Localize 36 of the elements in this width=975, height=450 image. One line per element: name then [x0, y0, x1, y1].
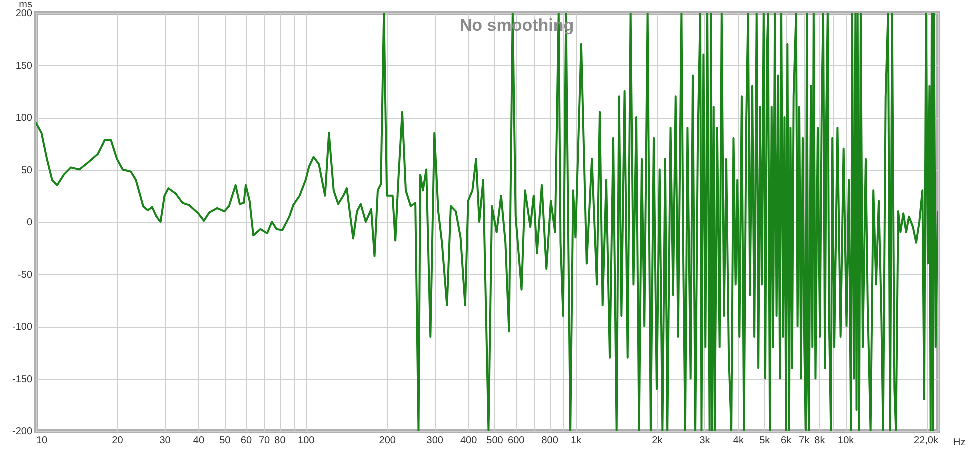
x-tick-label: 22,0k [914, 436, 940, 446]
x-tick-label: 80 [274, 436, 286, 446]
x-tick-label: 100 [298, 436, 316, 446]
x-tick-label: 20 [112, 436, 124, 446]
x-tick-label: 1k [570, 436, 583, 446]
x-tick-label: 30 [160, 436, 172, 446]
y-tick-label: 0 [26, 218, 33, 228]
y-tick-label: -100 [12, 322, 33, 333]
y-tick-label: 50 [21, 165, 33, 176]
x-tick-label: 10k [838, 436, 856, 446]
x-tick-label: 2k [652, 436, 664, 446]
x-tick-label: 4k [733, 436, 745, 446]
x-tick-label: 300 [426, 436, 444, 446]
x-tick-label: 600 [508, 436, 526, 446]
y-tick-label: -200 [12, 426, 33, 438]
x-tick-label: 8k [814, 436, 826, 446]
x-axis-title: Hz [954, 438, 966, 448]
x-tick-label: 60 [240, 436, 252, 446]
x-tick-label: 70 [259, 436, 271, 446]
x-tick-label: 6k [780, 436, 793, 446]
x-tick-label: 40 [193, 436, 205, 446]
x-tick-label: 800 [542, 436, 559, 446]
y-tick-label: 200 [16, 8, 33, 20]
x-tick-label: 10 [36, 436, 48, 446]
x-tick-label: 200 [379, 436, 396, 446]
y-tick-label: 150 [16, 60, 33, 72]
x-tick-label: 5k [760, 436, 772, 446]
x-tick-label: 50 [220, 436, 232, 446]
y-tick-label: 100 [16, 113, 33, 124]
y-axis-title: ms [19, 0, 32, 10]
x-tick-label: 7k [799, 436, 811, 446]
x-tick-label: 400 [460, 436, 478, 446]
y-tick-label: -50 [18, 270, 33, 281]
y-tick-label: -150 [12, 374, 33, 386]
x-tick-label: 500 [486, 436, 504, 446]
x-tick-label: 3k [700, 436, 712, 446]
